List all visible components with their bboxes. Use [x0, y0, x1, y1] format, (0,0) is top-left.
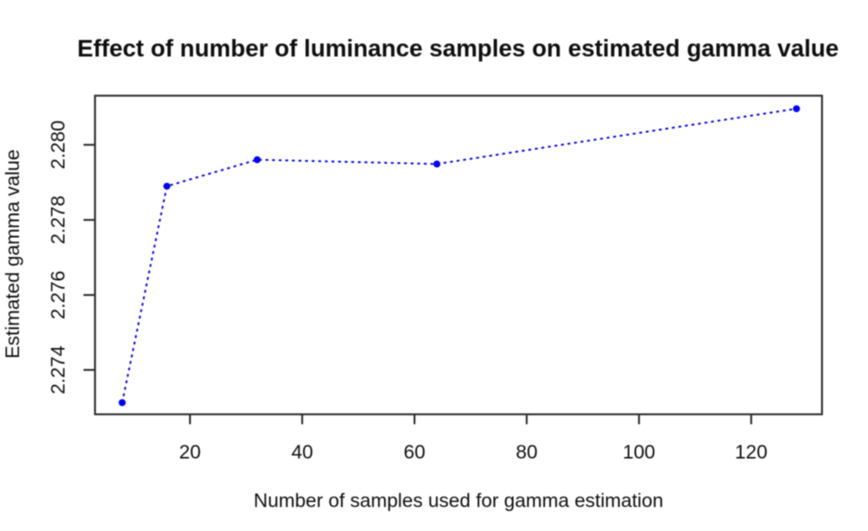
svg-text:Estimated gamma value: Estimated gamma value: [2, 149, 24, 358]
svg-text:60: 60: [404, 441, 426, 463]
svg-text:2.276: 2.276: [48, 271, 70, 320]
svg-text:2.278: 2.278: [48, 195, 70, 244]
svg-text:Effect of number of luminance: Effect of number of luminance samples on…: [77, 36, 839, 63]
svg-text:100: 100: [623, 441, 656, 463]
svg-text:120: 120: [735, 441, 768, 463]
svg-text:2.274: 2.274: [48, 345, 70, 394]
svg-text:40: 40: [291, 441, 313, 463]
svg-text:80: 80: [516, 441, 538, 463]
svg-text:20: 20: [179, 441, 201, 463]
svg-text:Number of samples used for gam: Number of samples used for gamma estimat…: [254, 490, 664, 512]
svg-text:2.280: 2.280: [48, 120, 70, 169]
